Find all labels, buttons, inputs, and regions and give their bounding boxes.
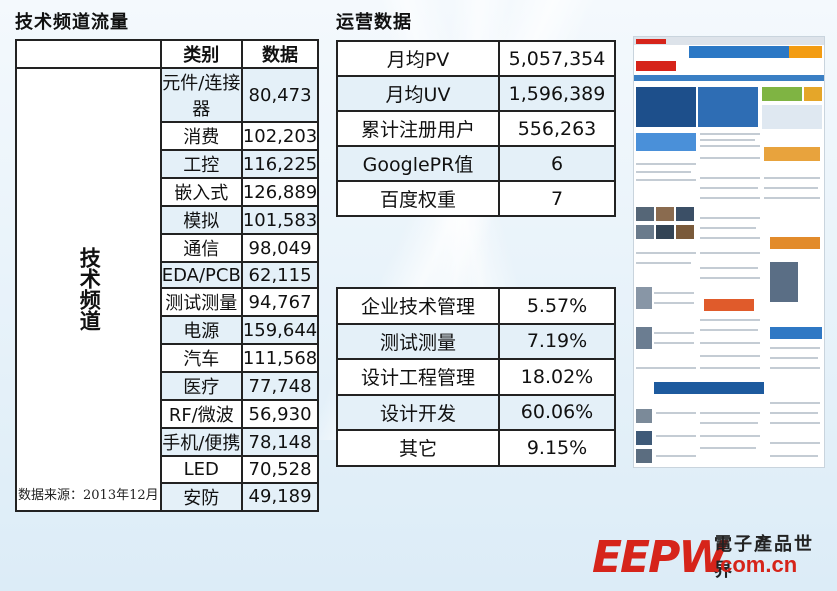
table-header-row: 类别 数据 <box>15 39 320 69</box>
category-cell: LED <box>159 455 243 484</box>
group-label: 技术频道 <box>15 67 162 512</box>
website-screenshot-thumbnail <box>633 36 825 468</box>
value-cell: 101,583 <box>240 205 320 235</box>
table-row: LED 70,528 <box>16 455 320 484</box>
category-cell: 工控 <box>159 149 243 179</box>
logo-mark: EEPW <box>592 532 727 583</box>
table-row: 企业技术管理 5.57% <box>336 287 616 325</box>
table-row: EDA/PCB 62,115 <box>16 260 320 290</box>
value-cell: 7.19% <box>498 322 616 360</box>
category-cell: 消费 <box>159 121 243 151</box>
value-cell: 49,189 <box>240 481 320 512</box>
data-source-note: 数据来源：2013年12月 <box>18 488 159 503</box>
value-cell: 102,203 <box>240 121 320 151</box>
category-cell: 通信 <box>159 233 243 263</box>
table-row: 通信 98,049 <box>16 233 320 263</box>
label-cell: 企业技术管理 <box>336 287 500 325</box>
table-row: 测试测量 7.19% <box>336 322 616 360</box>
table-row: 消费 102,203 <box>16 121 320 151</box>
value-cell: 116,225 <box>240 149 320 179</box>
value-cell: 98,049 <box>240 233 320 263</box>
category-cell: 安防 <box>159 481 243 512</box>
table-row: 月均UV 1,596,389 <box>336 75 616 112</box>
category-cell: 医疗 <box>159 371 243 402</box>
value-cell: 159,644 <box>240 315 320 346</box>
value-cell: 77,748 <box>240 371 320 402</box>
value-cell: 70,528 <box>240 455 320 484</box>
table-row: 累计注册用户 556,263 <box>336 110 616 147</box>
label-cell: 月均PV <box>336 40 500 77</box>
user-share-table: 企业技术管理 5.57% 测试测量 7.19% 设计工程管理 18.02% 设计开发 60.0… <box>336 287 616 467</box>
category-cell: 模拟 <box>159 205 243 235</box>
table-row: 安防 49,189 <box>16 481 320 512</box>
value-cell: 5.57% <box>498 287 616 325</box>
category-cell: 电源 <box>159 315 243 346</box>
table-row: 模拟 101,583 <box>16 205 320 235</box>
table-row: 医疗 77,748 <box>16 371 320 402</box>
value-cell: 7 <box>498 180 616 217</box>
category-cell: RF/微波 <box>159 399 243 430</box>
header-category: 类别 <box>159 39 243 69</box>
table-row: 手机/便携 78,148 <box>16 427 320 458</box>
value-cell: 126,889 <box>240 177 320 207</box>
table-row: 其它 9.15% <box>336 429 616 467</box>
category-cell: 元件/连接器 <box>159 67 243 123</box>
value-cell: 111,568 <box>240 343 320 374</box>
label-cell: 其它 <box>336 429 500 467</box>
value-cell: 5,057,354 <box>498 40 616 77</box>
category-cell: 手机/便携 <box>159 427 243 458</box>
label-cell: 测试测量 <box>336 322 500 360</box>
logo-url: .com.cn <box>714 552 798 577</box>
value-cell: 18.02% <box>498 358 616 396</box>
label-cell: 设计开发 <box>336 393 500 431</box>
channel-traffic-table: 类别 数据 技术频道 元件/连接器 80,473 消费 102,203 工控 116,225… <box>15 39 320 512</box>
value-cell: 9.15% <box>498 429 616 467</box>
logo-chinese-name: 電子產品世界 <box>714 534 814 581</box>
table-row: 测试测量 94,767 <box>16 287 320 318</box>
channel-traffic-title: 技术频道流量 <box>15 12 129 33</box>
category-cell: 汽车 <box>159 343 243 374</box>
category-cell: 测试测量 <box>159 287 243 318</box>
table-row: 工控 116,225 <box>16 149 320 179</box>
value-cell: 556,263 <box>498 110 616 147</box>
label-cell: 百度权重 <box>336 180 500 217</box>
value-cell: 78,148 <box>240 427 320 458</box>
table-row: 百度权重 7 <box>336 180 616 217</box>
value-cell: 60.06% <box>498 393 616 431</box>
table-row: 汽车 111,568 <box>16 343 320 374</box>
value-cell: 6 <box>498 145 616 182</box>
table-row: 嵌入式 126,889 <box>16 177 320 207</box>
table-row: 月均PV 5,057,354 <box>336 40 616 77</box>
value-cell: 62,115 <box>240 260 320 290</box>
label-cell: 设计工程管理 <box>336 358 500 396</box>
category-cell: 嵌入式 <box>159 177 243 207</box>
operations-table: 月均PV 5,057,354 月均UV 1,596,389 累计注册用户 556,263 G… <box>336 40 616 217</box>
table-row: 技术频道 元件/连接器 80,473 <box>15 67 320 512</box>
label-cell: 月均UV <box>336 75 500 112</box>
value-cell: 56,930 <box>240 399 320 430</box>
table-row: GooglePR值 6 <box>336 145 616 182</box>
eepw-logo: EEPW 電子產品世界 .com.cn <box>592 530 822 583</box>
table-row: 电源 159,644 <box>16 315 320 346</box>
value-cell: 1,596,389 <box>498 75 616 112</box>
label-cell: 累计注册用户 <box>336 110 500 147</box>
value-cell: 94,767 <box>240 287 320 318</box>
header-value: 数据 <box>240 39 320 69</box>
table-row: 设计工程管理 18.02% <box>336 358 616 396</box>
category-cell: EDA/PCB <box>159 260 243 290</box>
value-cell: 80,473 <box>240 67 320 123</box>
label-cell: GooglePR值 <box>336 145 500 182</box>
table-row: RF/微波 56,930 <box>16 399 320 430</box>
table-row: 设计开发 60.06% <box>336 393 616 431</box>
operations-title: 运营数据 <box>336 12 412 33</box>
